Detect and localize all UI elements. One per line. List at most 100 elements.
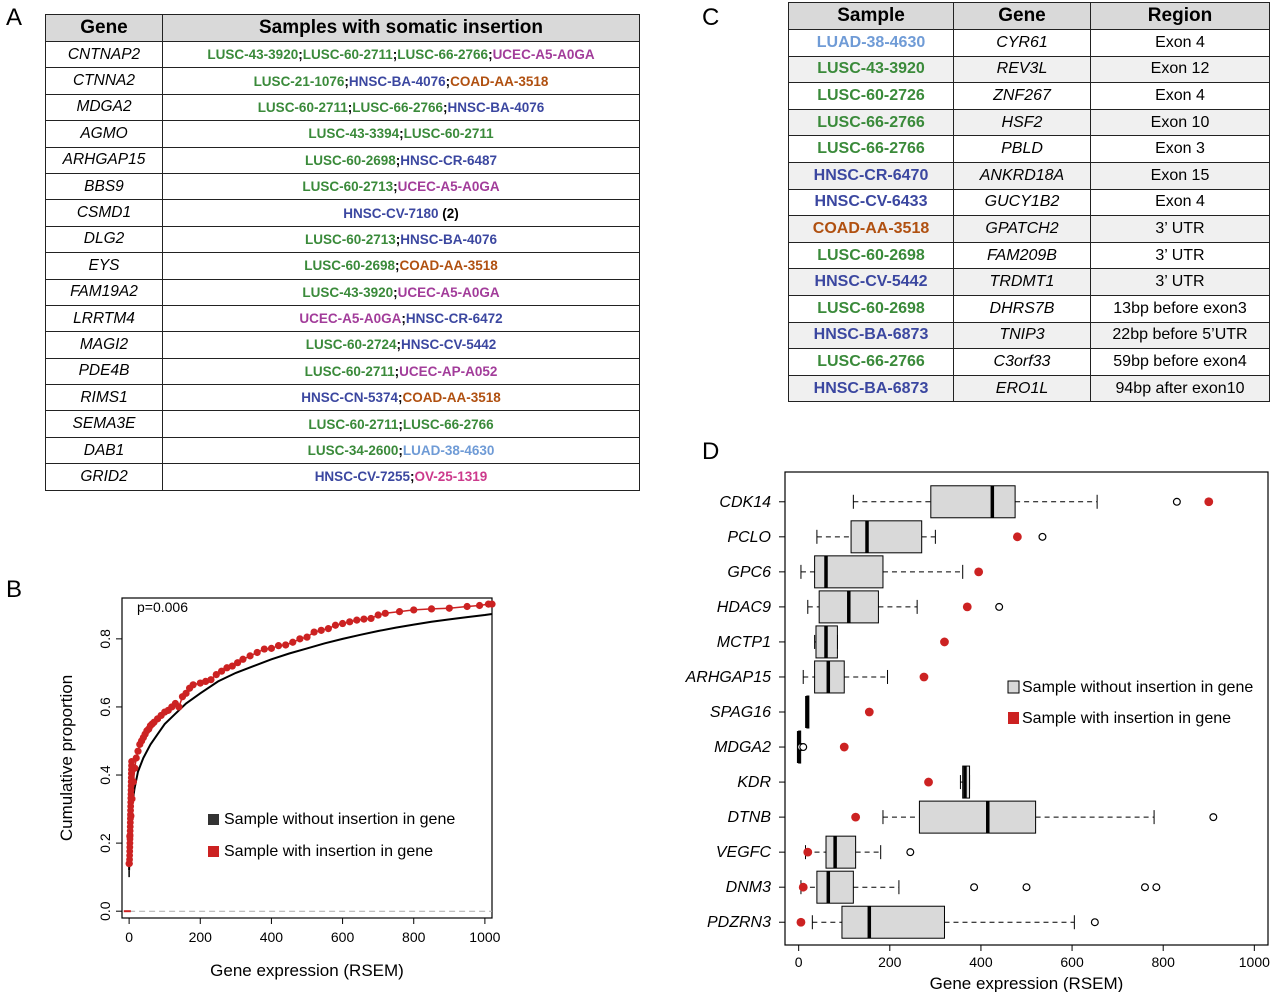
insertion-point — [1204, 497, 1214, 507]
sample-id: HNSC-CR-6487 — [400, 152, 498, 168]
table-row: LUSC-66-2766 C3orf33 59bp before exon4 — [788, 348, 1270, 376]
sample-id: UCEC-A5-A0GA — [492, 47, 595, 63]
insertion-point — [410, 606, 418, 614]
legend-swatch — [1008, 712, 1019, 724]
legend-label: Sample with insertion in gene — [1022, 710, 1231, 727]
gene-label: DNM3 — [726, 879, 771, 896]
insertion-point — [253, 648, 261, 657]
region-cell: 3’ UTR — [1090, 241, 1270, 270]
insertion-point — [851, 812, 861, 822]
insertion-point — [331, 621, 340, 629]
table-row: COAD-AA-3518 GPATCH2 3’ UTR — [788, 215, 1270, 243]
sample-id: HNSC-BA-4076 — [400, 231, 498, 247]
legend-swatch — [208, 814, 219, 825]
samples-cell: LUSC-43-3394;LUSC-60-2711 — [162, 120, 640, 148]
sample-cell: LUSC-66-2766 — [788, 108, 954, 137]
sample-id: HNSC-CN-5374 — [301, 390, 398, 406]
gene-cell: SEMA3E — [45, 410, 163, 438]
table-row: GRID2 HNSC-CV-7255;OV-25-1319 — [45, 463, 640, 491]
table-row: LUSC-66-2766 PBLD Exon 3 — [788, 135, 1270, 163]
insertion-point — [974, 567, 984, 577]
table-row: DAB1 LUSC-34-2600;LUAD-38-4630 — [45, 436, 640, 465]
legend-swatch — [208, 846, 219, 857]
region-cell: Exon 10 — [1090, 108, 1270, 137]
sample-cell: LUSC-66-2766 — [788, 348, 954, 376]
samples-cell: LUSC-60-2698;HNSC-CR-6487 — [162, 146, 640, 174]
samples-cell: LUSC-43-3920;LUSC-60-2711;LUSC-66-2766;U… — [162, 40, 640, 69]
table-row: LUSC-60-2698 FAM209B 3’ UTR — [788, 241, 1270, 270]
insertion-point — [839, 742, 849, 752]
sample-id: HNSC-CV-7255 — [314, 469, 410, 485]
x-tick-label: 1000 — [1239, 954, 1270, 970]
x-tick-label: 400 — [260, 929, 284, 945]
table-row: PDE4B LUSC-60-2711;UCEC-AP-A052 — [45, 357, 640, 386]
insertion-point — [924, 777, 933, 787]
sample-cell: LUAD-38-4630 — [788, 29, 954, 57]
x-tick-label: 600 — [1060, 954, 1084, 970]
separator: ; — [409, 469, 415, 485]
insertion-point — [962, 602, 972, 612]
sample-id: LUSC-60-2698 — [304, 152, 396, 168]
table-row: HNSC-BA-6873 TNIP3 22bp before 5’UTR — [788, 321, 1270, 350]
y-tick-label: 0.2 — [97, 833, 113, 853]
sample-id: LUSC-43-3920 — [207, 47, 299, 63]
x-tick-label: 200 — [189, 929, 213, 945]
gene-cell: AGMO — [45, 120, 163, 148]
outlier-point — [1172, 497, 1181, 506]
gene-cell: LRRTM4 — [45, 304, 163, 333]
gene-cell: PDE4B — [45, 357, 163, 386]
sample-id: LUSC-43-3394 — [308, 126, 400, 142]
gene-cell: MDGA2 — [45, 93, 163, 122]
gene-label: SPAG16 — [710, 704, 771, 721]
table-row: RIMS1 HNSC-CN-5374;COAD-AA-3518 — [45, 384, 640, 412]
table-row: ARHGAP15 LUSC-60-2698;HNSC-CR-6487 — [45, 146, 640, 174]
region-cell: 22bp before 5’UTR — [1090, 321, 1270, 350]
separator: ; — [445, 73, 451, 89]
region-cell: Exon 12 — [1090, 55, 1270, 84]
x-axis-label: Gene expression (RSEM) — [210, 961, 404, 980]
samples-cell: HNSC-CN-5374;COAD-AA-3518 — [162, 384, 640, 412]
samples-cell: LUSC-60-2713;UCEC-A5-A0GA — [162, 172, 640, 201]
gene-cell: EYS — [45, 252, 163, 280]
insertion-point — [803, 847, 813, 857]
sample-id: COAD-AA-3518 — [402, 390, 501, 406]
sample-cell: HNSC-BA-6873 — [788, 321, 954, 350]
insertion-point — [289, 638, 297, 646]
separator: ; — [396, 337, 402, 353]
sample-cell: HNSC-CV-5442 — [788, 268, 954, 296]
insertion-point — [310, 628, 318, 636]
x-tick-label: 800 — [1152, 954, 1176, 970]
gene-cell: ARHGAP15 — [45, 146, 163, 174]
gene-cell: PBLD — [953, 135, 1091, 163]
insertion-point — [207, 676, 215, 684]
insertion-point — [940, 637, 949, 647]
gene-label: PDZRN3 — [707, 914, 771, 931]
separator: ; — [394, 363, 400, 379]
gene-label: PCLO — [727, 529, 771, 546]
samples-cell: LUSC-60-2711;LUSC-66-2766;HNSC-BA-4076 — [162, 93, 640, 122]
sample-cell: LUSC-66-2766 — [788, 135, 954, 163]
samples-cell: HNSC-CV-7180 (2) — [162, 199, 640, 227]
separator: ; — [395, 258, 400, 274]
insertion-point — [796, 917, 806, 927]
insertion-point — [463, 602, 471, 611]
table-row: CTNNA2 LUSC-21-1076;HNSC-BA-4076;COAD-AA-… — [45, 67, 640, 95]
panel-label-b: B — [6, 576, 23, 603]
separator: ; — [344, 73, 349, 89]
table-header-row: Sample Gene Region — [788, 2, 1270, 30]
table-row: AGMO LUSC-43-3394;LUSC-60-2711 — [45, 120, 640, 148]
legend-label: Sample without insertion in gene — [224, 811, 455, 828]
separator: ; — [393, 284, 398, 300]
table-row: HNSC-BA-6873 ERO1L 94bp after exon10 — [788, 374, 1270, 403]
samples-cell: LUSC-21-1076;HNSC-BA-4076;COAD-AA-3518 — [162, 67, 640, 95]
insertion-point — [1012, 532, 1022, 542]
x-tick-label: 200 — [878, 954, 902, 970]
column-header-gene: Gene — [45, 14, 163, 42]
sample-id: COAD-AA-3518 — [450, 73, 549, 89]
sample-id: LUSC-60-2711 — [257, 99, 348, 115]
samples-cell: LUSC-60-2711;UCEC-AP-A052 — [162, 357, 640, 386]
gene-cell: FAM19A2 — [45, 278, 163, 306]
samples-cell: LUSC-34-2600;LUAD-38-4630 — [162, 436, 640, 465]
sample-id: LUSC-60-2711 — [308, 416, 399, 432]
insertion-point — [134, 747, 142, 755]
